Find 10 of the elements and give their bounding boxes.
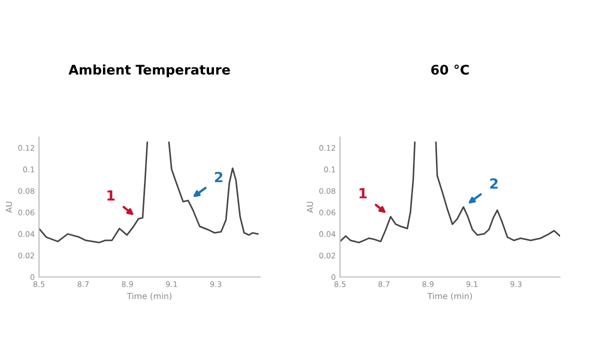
annotation: 1 (107, 190, 115, 200)
annotation: 2 (214, 172, 222, 182)
y-axis-title: AU (6, 202, 12, 213)
chart-title: Ambient Temperature (68, 64, 230, 78)
x-axis-title: Time (min) (427, 292, 472, 300)
chart-title: 60 °C (431, 64, 469, 75)
annotation: 1 (360, 188, 367, 198)
x-axis-title: Time (min) (126, 292, 172, 300)
y-axis-title: AU (306, 202, 314, 213)
annotation: 2 (490, 178, 498, 189)
